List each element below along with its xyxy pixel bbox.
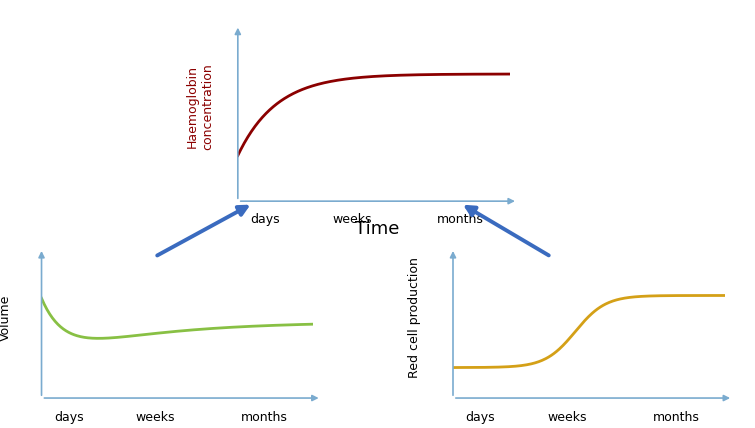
Text: Time: Time — [356, 220, 399, 238]
Text: weeks: weeks — [136, 411, 175, 424]
Text: months: months — [652, 411, 699, 424]
Text: Red cell production: Red cell production — [408, 258, 421, 378]
Text: Plasma
Volume: Plasma Volume — [0, 295, 12, 341]
Text: days: days — [250, 213, 280, 226]
Text: weeks: weeks — [332, 213, 371, 226]
Text: days: days — [465, 411, 495, 424]
Text: days: days — [54, 411, 84, 424]
Text: months: months — [437, 213, 484, 226]
Text: months: months — [241, 411, 288, 424]
Text: Haemoglobin
concentration: Haemoglobin concentration — [186, 64, 214, 150]
Text: weeks: weeks — [547, 411, 587, 424]
